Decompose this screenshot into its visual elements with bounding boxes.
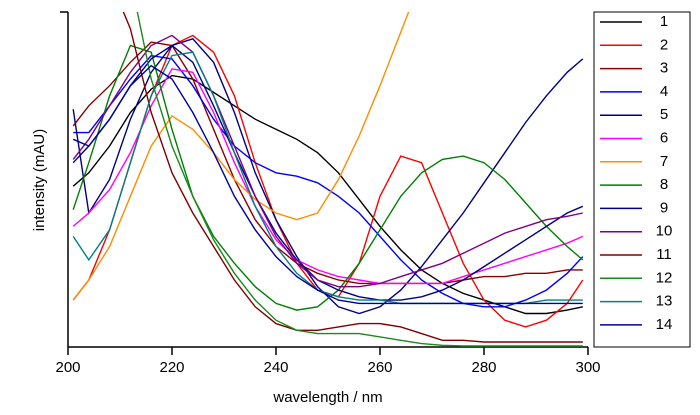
plot-area (72, 12, 584, 347)
legend-label: 6 (660, 129, 668, 146)
legend-label: 7 (660, 153, 668, 170)
legend-label: 5 (660, 106, 668, 123)
legend-label: 11 (656, 246, 672, 263)
x-tick-label: 200 (55, 359, 80, 376)
series-line (72, 37, 584, 315)
legend-label: 2 (660, 36, 668, 53)
y-axis-label: intensity (mAU) (31, 129, 48, 232)
series-line (72, 44, 584, 301)
legend-label: 14 (656, 316, 673, 333)
legend-label: 8 (660, 176, 668, 193)
series-line (122, 12, 583, 343)
legend-label: 12 (656, 269, 673, 286)
series-line (72, 34, 583, 288)
series-line (136, 12, 583, 347)
legend-label: 3 (660, 60, 668, 77)
legend-label: 1 (660, 13, 668, 30)
x-tick-label: 260 (367, 359, 392, 376)
series-line (72, 68, 584, 285)
legend-label: 4 (660, 83, 668, 100)
x-tick-label: 240 (263, 359, 288, 376)
x-tick-label: 300 (575, 359, 600, 376)
legend-label: 10 (656, 223, 673, 240)
series-line (72, 41, 583, 285)
series-line (72, 74, 583, 315)
x-axis-label: wavelength / nm (272, 389, 382, 406)
series-line (72, 64, 583, 305)
series-line (72, 44, 584, 311)
legend-box (593, 11, 691, 348)
x-tick-label: 220 (159, 359, 184, 376)
series-line (72, 12, 410, 301)
legend-label: 9 (660, 199, 668, 216)
x-tick-label: 280 (471, 359, 496, 376)
legend-label: 13 (656, 293, 673, 310)
